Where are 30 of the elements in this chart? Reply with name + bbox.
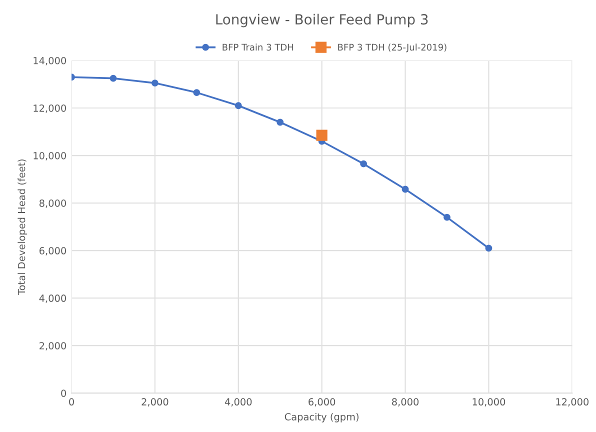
point [444, 214, 450, 221]
y-tick-label: 10,000 [34, 152, 66, 160]
y-tick-label: 0 [61, 390, 66, 397]
point [193, 89, 200, 96]
y-axis-title: Total Developed Head (feet) [18, 159, 28, 296]
x-tick-label: 8,000 [392, 398, 419, 406]
y-tick-label: 14,000 [34, 56, 66, 66]
point [234, 102, 242, 110]
x-tick-label: 4,000 [224, 398, 252, 406]
point [276, 118, 284, 126]
y-tick-label: 8,000 [39, 200, 66, 208]
point [110, 74, 117, 82]
x-axis-title: Capacity (gpm) [284, 412, 358, 422]
point [151, 80, 158, 87]
point [316, 130, 328, 141]
point [485, 244, 492, 252]
y-tick-label: 2,000 [40, 342, 66, 350]
x-tick-label: 2,000 [142, 398, 168, 406]
y-tick-label: 6,000 [40, 247, 66, 256]
x-tick-label: 6,000 [308, 398, 336, 406]
y-tick-label: 4,000 [39, 294, 66, 303]
chart-title: Longview - Boiler Feed Pump 3 [216, 14, 428, 28]
y-tick-label: 12,000 [34, 104, 66, 113]
legend-label: BFP Train 3 TDH [222, 44, 294, 51]
x-tick-label: 0 [69, 398, 74, 406]
point [360, 160, 368, 168]
x-tick-label: 12,000 [556, 398, 589, 406]
x-tick-label: 10,000 [472, 398, 506, 406]
point [402, 186, 409, 193]
legend-label: BFP 3 TDH (25-Jul-2019) [338, 44, 446, 52]
